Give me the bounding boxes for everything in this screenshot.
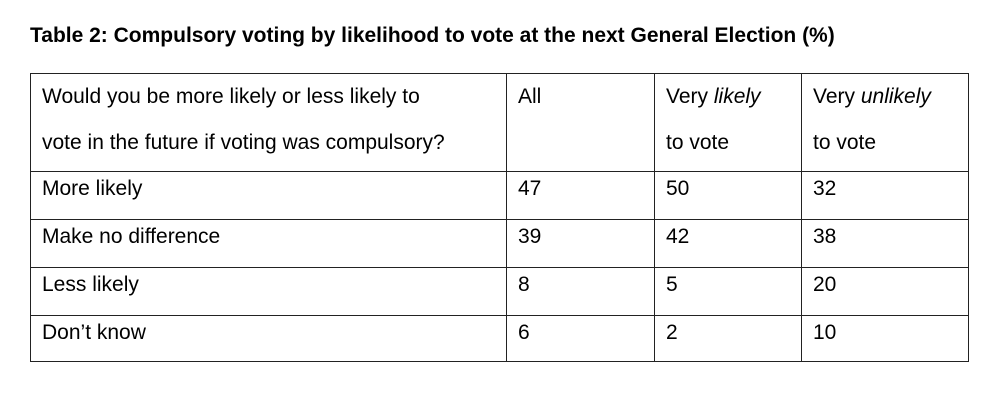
cell-very-unlikely: 38	[801, 219, 969, 268]
header-very-likely: Very likely to vote	[654, 73, 802, 172]
row-label: Less likely	[30, 267, 507, 316]
row-label: Make no difference	[30, 219, 507, 268]
header-question-line1: Would you be more likely or less likely …	[42, 85, 420, 108]
cell-very-likely: 50	[654, 171, 802, 220]
row-label: More likely	[30, 171, 507, 220]
table-row: Make no difference 39 42 38	[30, 219, 969, 268]
table-row: Don’t know 6 2 10	[30, 315, 969, 362]
cell-very-unlikely: 10	[801, 315, 969, 362]
cell-very-unlikely: 20	[801, 267, 969, 316]
cell-all: 6	[506, 315, 655, 362]
cell-all: 8	[506, 267, 655, 316]
header-very-likely-prefix: Very	[666, 85, 714, 108]
table-row: Less likely 8 5 20	[30, 267, 969, 316]
header-question-line2: vote in the future if voting was compuls…	[42, 131, 445, 154]
cell-all: 47	[506, 171, 655, 220]
cell-very-likely: 5	[654, 267, 802, 316]
header-very-unlikely-prefix: Very	[813, 85, 861, 108]
table-title: Table 2: Compulsory voting by likelihood…	[30, 24, 835, 47]
header-very-likely-emphasis: likely	[713, 85, 761, 108]
table-header-row: Would you be more likely or less likely …	[30, 73, 969, 172]
header-all: All	[506, 73, 655, 172]
header-very-unlikely-emphasis: unlikely	[860, 85, 931, 108]
data-table: Would you be more likely or less likely …	[30, 73, 969, 362]
header-very-likely-line2: to vote	[666, 131, 730, 154]
header-very-unlikely-line1: Very unlikely	[813, 74, 968, 120]
header-all-label: All	[518, 85, 542, 108]
row-label: Don’t know	[30, 315, 507, 362]
header-very-unlikely-line2: to vote	[813, 131, 877, 154]
cell-all: 39	[506, 219, 655, 268]
cell-very-likely: 42	[654, 219, 802, 268]
cell-very-unlikely: 32	[801, 171, 969, 220]
header-very-unlikely: Very unlikely to vote	[801, 73, 969, 172]
header-very-likely-line1: Very likely	[666, 74, 801, 120]
header-question: Would you be more likely or less likely …	[30, 73, 507, 172]
table-row: More likely 47 50 32	[30, 171, 969, 220]
cell-very-likely: 2	[654, 315, 802, 362]
